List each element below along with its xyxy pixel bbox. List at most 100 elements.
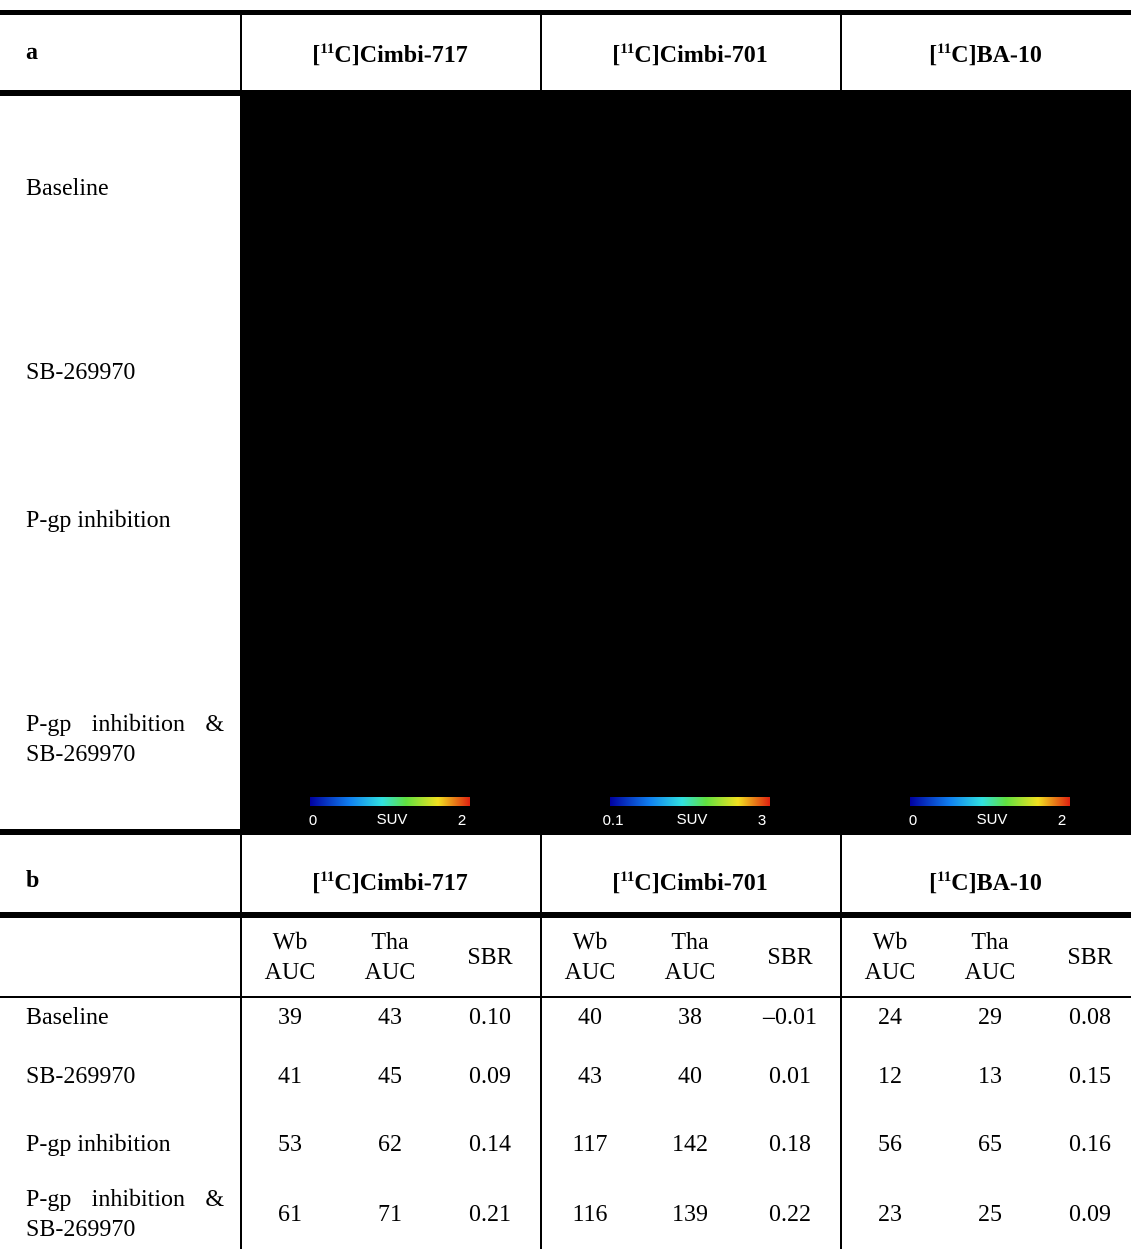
rule: [0, 10, 1131, 15]
table-cell: 0.14: [469, 1129, 511, 1159]
tracer-header: [11C]Cimbi-701: [612, 34, 768, 70]
tracer-isotope: 11: [937, 869, 951, 885]
table-cell: 142: [672, 1129, 708, 1159]
pet-image: [924, 293, 1048, 461]
table-cell: 43: [578, 1061, 602, 1091]
table-cell: 43: [378, 1002, 402, 1032]
rule: [0, 912, 1131, 918]
column-header: Wb AUC: [860, 927, 920, 987]
table-cell: 39: [278, 1002, 302, 1032]
table-cell: 53: [278, 1129, 302, 1159]
hot-spot: [699, 305, 747, 345]
rule: [840, 918, 842, 1249]
tracer-isotope: 11: [937, 41, 951, 57]
pet-image: [328, 109, 452, 277]
tracer-name: C]Cimbi-701: [634, 870, 767, 896]
pet-image: [328, 477, 452, 645]
tracer-open: [: [612, 42, 620, 68]
table-cell: 0.08: [1069, 1002, 1111, 1032]
tracer-name: C]Cimbi-701: [634, 42, 767, 68]
pet-image: [924, 109, 1048, 277]
hot-spot: [929, 305, 977, 345]
colorbar-max: 2: [1058, 812, 1066, 829]
tracer-header: [11C]Cimbi-701: [612, 862, 768, 898]
table-cell: 40: [578, 1002, 602, 1032]
tracer-header: [11C]BA-10: [929, 862, 1042, 898]
column-header: Wb AUC: [260, 927, 320, 987]
tracer-open: [: [929, 870, 937, 896]
condition-label: P-gp inhibition & SB-269970: [26, 709, 224, 769]
condition-label: P-gp inhibition: [26, 1129, 224, 1159]
condition-label: P-gp inhibition & SB-269970: [26, 1184, 224, 1244]
tracer-open: [: [612, 870, 620, 896]
hot-spot: [995, 121, 1043, 161]
table-cell: 0.22: [769, 1199, 811, 1229]
column-header: Tha AUC: [960, 927, 1020, 987]
table-cell: 56: [878, 1129, 902, 1159]
table-cell: –0.01: [763, 1002, 817, 1032]
rule: [840, 835, 842, 912]
column-header: Wb AUC: [560, 927, 620, 987]
condition-label: Baseline: [26, 1002, 224, 1032]
tracer-open: [: [312, 870, 320, 896]
column-header: SBR: [1060, 942, 1120, 972]
hot-spot: [699, 489, 747, 529]
tracer-open: [: [312, 42, 320, 68]
colorbar-unit: SUV: [377, 811, 408, 828]
hot-spot: [995, 305, 1043, 345]
table-cell: 0.18: [769, 1129, 811, 1159]
table-cell: 0.09: [1069, 1199, 1111, 1229]
table-cell: 139: [672, 1199, 708, 1229]
tracer-open: [: [929, 42, 937, 68]
column-header: Tha AUC: [660, 927, 720, 987]
table-cell: 0.10: [469, 1002, 511, 1032]
rule: [540, 835, 542, 912]
pet-image: [628, 109, 752, 277]
colorbar-min: 0: [309, 812, 317, 829]
table-cell: 0.16: [1069, 1129, 1111, 1159]
colorbar: [910, 797, 1070, 806]
tracer-name: C]BA-10: [951, 42, 1042, 68]
tracer-header: [11C]Cimbi-717: [312, 862, 468, 898]
tracer-name: C]BA-10: [951, 870, 1042, 896]
table-cell: 71: [378, 1199, 402, 1229]
table-cell: 0.15: [1069, 1061, 1111, 1091]
hot-spot: [995, 489, 1043, 529]
table-cell: 0.21: [469, 1199, 511, 1229]
rule: [0, 829, 1131, 835]
colorbar-max: 2: [458, 812, 466, 829]
tracer-isotope: 11: [620, 869, 634, 885]
table-cell: 62: [378, 1129, 402, 1159]
colorbar-unit: SUV: [677, 811, 708, 828]
hot-spot: [333, 121, 381, 161]
hot-spot: [633, 121, 681, 161]
rule: [840, 15, 842, 90]
hot-spot: [699, 121, 747, 161]
rule: [240, 918, 242, 1249]
table-cell: 45: [378, 1061, 402, 1091]
table-cell: 13: [978, 1061, 1002, 1091]
hot-spot: [929, 673, 977, 713]
rule: [0, 90, 1131, 96]
hot-spot: [699, 673, 747, 713]
hot-spot: [633, 673, 681, 713]
colorbar-min: 0.1: [603, 812, 624, 829]
hot-spot: [633, 489, 681, 529]
condition-label: SB-269970: [26, 357, 224, 387]
hot-spot: [333, 305, 381, 345]
hot-spot: [929, 121, 977, 161]
table-cell: 61: [278, 1199, 302, 1229]
tracer-isotope: 11: [320, 869, 334, 885]
table-cell: 38: [678, 1002, 702, 1032]
pet-image: [328, 293, 452, 461]
tracer-header: [11C]Cimbi-717: [312, 34, 468, 70]
table-cell: 29: [978, 1002, 1002, 1032]
condition-label: SB-269970: [26, 1061, 224, 1091]
hot-spot: [399, 305, 447, 345]
rule: [540, 918, 542, 1249]
table-cell: 117: [572, 1129, 607, 1159]
condition-label: Baseline: [26, 173, 224, 203]
table-cell: 40: [678, 1061, 702, 1091]
tracer-header: [11C]BA-10: [929, 34, 1042, 70]
